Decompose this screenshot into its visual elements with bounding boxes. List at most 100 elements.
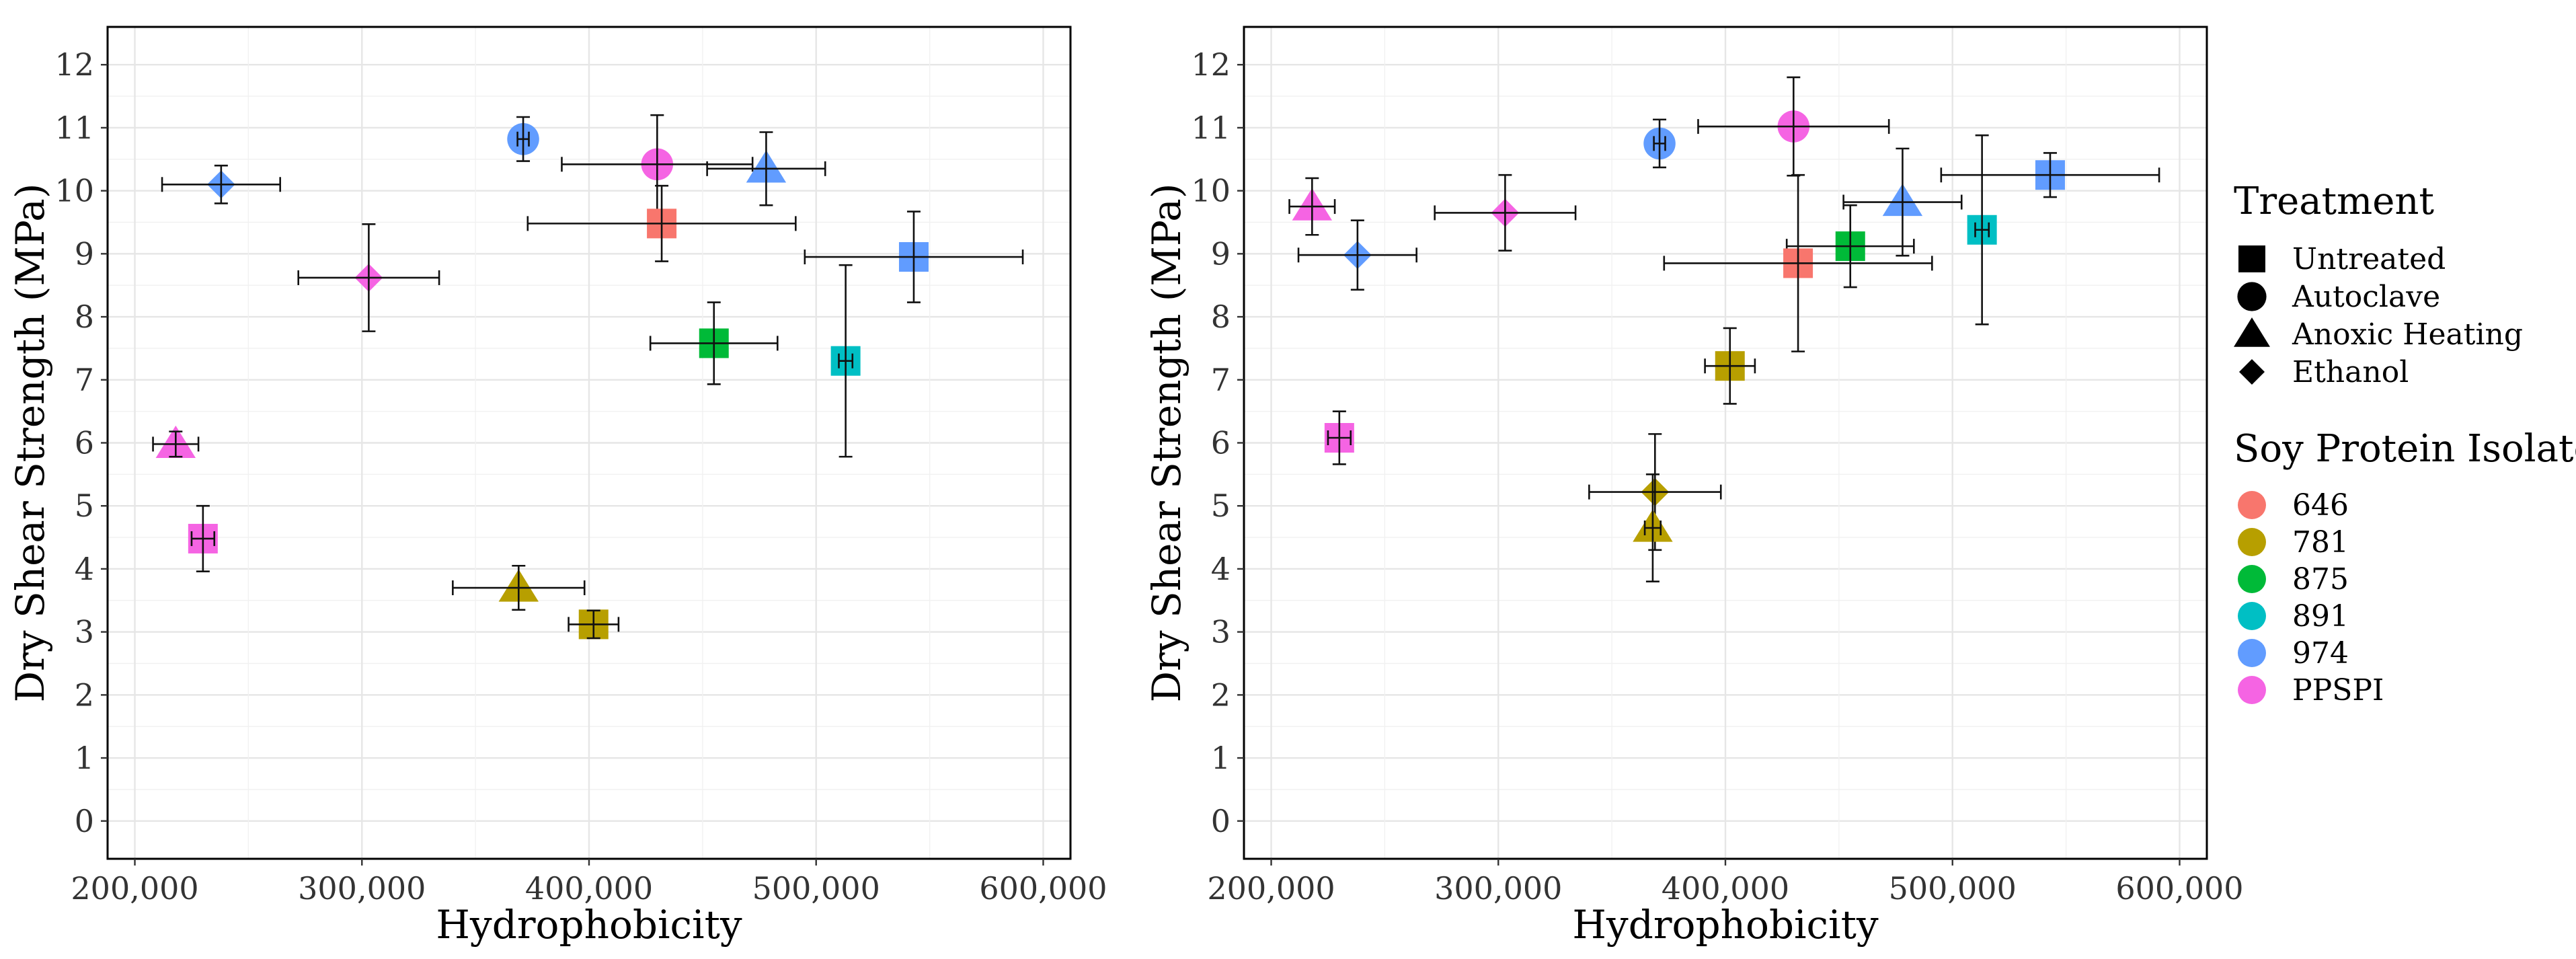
error-bars xyxy=(838,264,854,458)
data-point-974-ethanol xyxy=(161,164,281,204)
legend-color-swatch xyxy=(2238,639,2266,667)
x-axis-ticks: 200,000 300,000 400,000 500,000 600,000 xyxy=(71,859,1107,907)
isolate-legend-label: 781 xyxy=(2292,525,2349,560)
y-tick-label: 1 xyxy=(75,740,94,776)
y-tick-label: 8 xyxy=(1211,299,1231,335)
x-tick-label: 300,000 xyxy=(298,870,426,907)
error-bars xyxy=(161,164,281,204)
treatment-legend-item: Anoxic Heating xyxy=(2234,317,2523,352)
y-tick-label: 7 xyxy=(1211,362,1231,398)
x-tick-label: 600,000 xyxy=(979,870,1107,907)
error-bars xyxy=(1785,204,1915,289)
error-bars xyxy=(1643,473,1662,582)
treatment-legend-label: Anoxic Heating xyxy=(2292,317,2523,352)
data-point-974-untreated xyxy=(1940,152,2160,198)
y-tick-label: 2 xyxy=(75,677,94,713)
isolate-legend-item: 875 xyxy=(2238,562,2349,597)
data-point-974-untreated xyxy=(804,210,1024,303)
error-bars xyxy=(152,430,200,458)
isolate-legend-label: 974 xyxy=(2292,636,2349,670)
y-tick-label: 3 xyxy=(1211,614,1231,650)
legend-color-swatch xyxy=(2238,528,2266,556)
isolate-legend-item: 891 xyxy=(2238,599,2349,634)
legend-key-triangle xyxy=(2234,317,2270,347)
error-bars xyxy=(1663,174,1933,352)
treatment-legend-item: Autoclave xyxy=(2237,280,2440,314)
legend-color-swatch xyxy=(2238,602,2266,630)
isolate-legend-label: 646 xyxy=(2292,488,2349,523)
x-axis-ticks: 200,000 300,000 400,000 500,000 600,000 xyxy=(1207,859,2244,907)
x-tick-label: 200,000 xyxy=(1207,870,1335,907)
isolate-legend-item: PPSPI xyxy=(2238,673,2384,707)
y-tick-label: 1 xyxy=(1211,740,1231,776)
isolate-legend-label: 891 xyxy=(2292,599,2349,634)
data-point-ppspi-ethanol xyxy=(297,223,440,332)
treatment-legend-title: Treatment xyxy=(2234,180,2434,223)
data-points xyxy=(152,114,1024,640)
data-point-781-anoxic-heating xyxy=(452,564,586,611)
data-point-781-anoxic-heating xyxy=(1633,473,1673,582)
isolate-legend-item: 781 xyxy=(2238,525,2349,560)
error-bars xyxy=(1297,219,1417,291)
legend-color-swatch xyxy=(2238,676,2266,704)
data-point-ppspi-anoxic-heating xyxy=(152,425,200,458)
treatment-legend-item: Ethanol xyxy=(2239,355,2409,389)
error-bars xyxy=(1434,174,1577,252)
treatment-legend-label: Untreated xyxy=(2292,242,2446,276)
treatment-legend-label: Autoclave xyxy=(2292,280,2440,314)
y-tick-label: 7 xyxy=(75,362,94,398)
y-tick-label: 5 xyxy=(75,488,94,524)
y-tick-label: 10 xyxy=(54,173,94,209)
y-tick-label: 12 xyxy=(54,46,94,83)
y-tick-label: 8 xyxy=(75,299,94,335)
y-tick-label: 9 xyxy=(75,235,94,272)
data-point-891-untreated xyxy=(1967,134,1997,325)
data-point-974-autoclave xyxy=(1643,118,1676,169)
data-point-974-ethanol xyxy=(1297,219,1417,291)
data-point-646-untreated xyxy=(526,184,797,262)
y-tick-label: 11 xyxy=(54,110,94,146)
y-tick-label: 2 xyxy=(1211,677,1231,713)
error-bars xyxy=(1653,118,1667,169)
x-axis-title: Hydrophobicity xyxy=(1572,902,1879,948)
isolate-legend-item: 974 xyxy=(2238,636,2349,670)
y-tick-label: 5 xyxy=(1211,488,1231,524)
error-bars xyxy=(568,609,620,640)
error-bars xyxy=(1974,134,1990,325)
data-point-781-untreated xyxy=(1704,327,1756,405)
y-tick-label: 3 xyxy=(75,614,94,650)
error-bars xyxy=(804,210,1024,303)
data-point-ppspi-anoxic-heating xyxy=(1288,177,1336,236)
error-bars xyxy=(1327,410,1352,465)
data-point-875-untreated xyxy=(1785,204,1915,289)
x-tick-label: 600,000 xyxy=(2115,870,2243,907)
grid xyxy=(1244,27,2207,859)
legend-key-square xyxy=(2238,245,2265,272)
grid xyxy=(108,27,1070,859)
error-bars xyxy=(1940,152,2160,198)
x-tick-label: 400,000 xyxy=(525,870,653,907)
x-tick-label: 200,000 xyxy=(71,870,198,907)
legend-key-diamond xyxy=(2239,359,2265,385)
y-tick-label: 11 xyxy=(1191,110,1231,146)
data-point-646-untreated xyxy=(1663,174,1933,352)
data-point-875-untreated xyxy=(649,301,779,385)
data-point-ppspi-autoclave xyxy=(1697,76,1890,177)
data-point-ppspi-ethanol xyxy=(1434,174,1577,252)
x-tick-label: 500,000 xyxy=(752,870,880,907)
isolate-legend-label: PPSPI xyxy=(2292,673,2384,707)
data-point-974-anoxic-heating xyxy=(706,131,826,206)
y-axis-title: Dry Shear Strength (MPa) xyxy=(7,184,53,703)
data-point-974-anoxic-heating xyxy=(1842,147,1963,257)
data-point-ppspi-autoclave xyxy=(561,114,754,215)
error-bars xyxy=(452,564,586,611)
x-tick-label: 300,000 xyxy=(1434,870,1562,907)
legend-key-circle xyxy=(2237,282,2267,311)
data-points xyxy=(1288,76,2160,582)
error-bars xyxy=(706,131,826,206)
y-tick-label: 10 xyxy=(1191,173,1231,209)
